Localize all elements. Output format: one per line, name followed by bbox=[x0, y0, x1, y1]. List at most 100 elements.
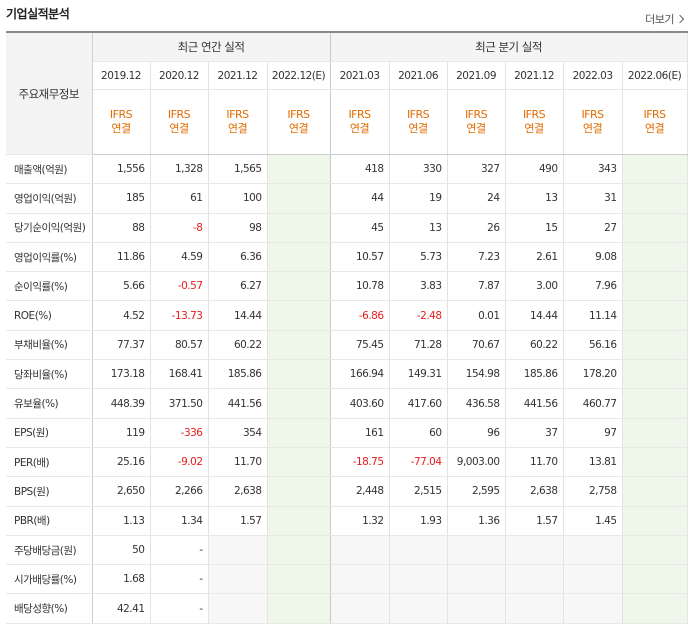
value-cell: 60 bbox=[389, 417, 448, 448]
value-cell: 37 bbox=[505, 417, 564, 448]
value-cell: 2.61 bbox=[505, 241, 564, 273]
value-cell: 71.28 bbox=[389, 329, 448, 361]
value-cell: 9,003.00 bbox=[447, 447, 506, 478]
value-cell: -77.04 bbox=[389, 447, 448, 478]
row-label: 순이익률(%) bbox=[6, 271, 93, 302]
period-header: 2021.06 bbox=[389, 61, 448, 90]
value-cell: 5.73 bbox=[389, 241, 448, 273]
value-cell bbox=[622, 476, 688, 507]
value-cell bbox=[622, 534, 688, 566]
value-cell: -13.73 bbox=[150, 300, 209, 331]
value-cell bbox=[267, 183, 331, 214]
value-cell: 343 bbox=[563, 154, 623, 185]
value-cell bbox=[622, 388, 688, 419]
value-cell: 354 bbox=[208, 417, 268, 448]
value-cell: 11.70 bbox=[505, 447, 564, 478]
value-cell: 2,638 bbox=[505, 476, 564, 507]
value-cell: 1,556 bbox=[92, 154, 151, 185]
value-cell: 88 bbox=[92, 213, 151, 243]
value-cell: 3.00 bbox=[505, 271, 564, 302]
value-cell: 330 bbox=[389, 154, 448, 185]
basis-label: 연결 bbox=[288, 122, 309, 135]
value-cell: 2,758 bbox=[563, 476, 623, 507]
value-cell: 2,266 bbox=[150, 476, 209, 507]
value-cell bbox=[622, 359, 688, 390]
ifrs-basis-cell: IFRS 연결 bbox=[505, 89, 564, 155]
value-cell: 97 bbox=[563, 417, 623, 448]
value-cell: 1.32 bbox=[330, 506, 390, 536]
value-cell bbox=[622, 447, 688, 478]
annual-group-header: 최근 연간 실적 bbox=[92, 32, 331, 62]
value-cell bbox=[447, 593, 506, 624]
table-row: 유보율(%) 448.39 371.50 441.56 403.60 417.60 436.… bbox=[6, 388, 688, 419]
value-cell bbox=[267, 213, 331, 243]
ifrs-label: IFRS bbox=[581, 108, 604, 121]
value-cell: - bbox=[150, 534, 209, 566]
value-cell bbox=[389, 534, 448, 566]
table-row: 영업이익률(%) 11.86 4.59 6.36 10.57 5.73 7.23 2.61 9.… bbox=[6, 241, 688, 273]
table-row: 영업이익(억원) 185 61 100 44 19 24 13 31 bbox=[6, 183, 688, 214]
value-cell: 1.34 bbox=[150, 506, 209, 536]
basis-label: 연결 bbox=[524, 122, 544, 135]
value-cell: - bbox=[150, 593, 209, 624]
value-cell: 417.60 bbox=[389, 388, 448, 419]
ifrs-label: IFRS bbox=[226, 108, 249, 121]
value-cell: 1.57 bbox=[505, 506, 564, 536]
value-cell: -2.48 bbox=[389, 300, 448, 331]
value-cell: 4.59 bbox=[150, 241, 209, 273]
value-cell: 441.56 bbox=[505, 388, 564, 419]
value-cell: 61 bbox=[150, 183, 209, 214]
period-header: 2021.12 bbox=[505, 61, 564, 90]
value-cell: 460.77 bbox=[563, 388, 623, 419]
value-cell: 7.96 bbox=[563, 271, 623, 302]
basis-label: 연결 bbox=[349, 122, 370, 135]
value-cell bbox=[330, 534, 390, 566]
ifrs-basis-cell: IFRS 연결 bbox=[622, 89, 688, 155]
value-cell bbox=[622, 213, 688, 243]
value-cell bbox=[208, 534, 268, 566]
value-cell: 2,595 bbox=[447, 476, 506, 507]
value-cell: 7.23 bbox=[447, 241, 506, 273]
row-label: PBR(배) bbox=[6, 506, 93, 536]
ifrs-basis-cell: IFRS 연결 bbox=[267, 89, 331, 155]
value-cell: 490 bbox=[505, 154, 564, 185]
ifrs-label: IFRS bbox=[167, 108, 191, 121]
ifrs-basis-cell: IFRS 연결 bbox=[563, 89, 623, 155]
row-label: 매출액(억원) bbox=[6, 154, 93, 185]
value-cell bbox=[622, 506, 688, 536]
value-cell: 178.20 bbox=[563, 359, 623, 390]
value-cell: 44 bbox=[330, 183, 390, 214]
row-label: PER(배) bbox=[6, 447, 93, 478]
value-cell: 441.56 bbox=[208, 388, 268, 419]
value-cell bbox=[330, 564, 390, 595]
value-cell bbox=[505, 593, 564, 624]
value-cell: 1,565 bbox=[208, 154, 268, 185]
ifrs-basis-cell: IFRS 연결 bbox=[208, 89, 268, 155]
value-cell bbox=[505, 564, 564, 595]
row-label: BPS(원) bbox=[6, 476, 93, 507]
value-cell: 2,448 bbox=[330, 476, 390, 507]
period-header: 2021.12 bbox=[208, 61, 268, 90]
value-cell: 14.44 bbox=[505, 300, 564, 331]
basis-label: 연결 bbox=[466, 122, 486, 135]
value-cell: 98 bbox=[208, 213, 268, 243]
ifrs-basis-cell: IFRS 연결 bbox=[389, 89, 448, 155]
chevron-right-icon bbox=[675, 14, 685, 24]
basis-label: 연결 bbox=[111, 122, 131, 135]
period-header: 2020.12 bbox=[150, 61, 209, 90]
row-label: 부채비율(%) bbox=[6, 329, 93, 361]
value-cell: -18.75 bbox=[330, 447, 390, 478]
value-cell: 77.37 bbox=[92, 329, 151, 361]
value-cell: 1.93 bbox=[389, 506, 448, 536]
value-cell: 327 bbox=[447, 154, 506, 185]
value-cell: 100 bbox=[208, 183, 268, 214]
table-row: PER(배) 25.16 -9.02 11.70 -18.75 -77.04 9,003.0… bbox=[6, 447, 688, 478]
value-cell: 185.86 bbox=[208, 359, 268, 390]
value-cell: 448.39 bbox=[92, 388, 151, 419]
value-cell bbox=[208, 564, 268, 595]
ifrs-label: IFRS bbox=[109, 108, 133, 121]
ifrs-basis-cell: IFRS 연결 bbox=[447, 89, 506, 155]
more-link[interactable]: 더보기 bbox=[645, 11, 685, 27]
ifrs-label: IFRS bbox=[287, 108, 310, 121]
period-header: 2022.03 bbox=[563, 61, 623, 90]
